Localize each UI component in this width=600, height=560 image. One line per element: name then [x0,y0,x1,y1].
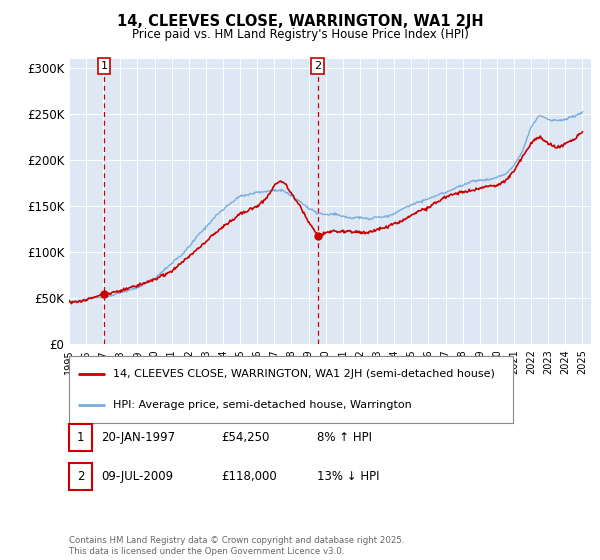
Text: 20-JAN-1997: 20-JAN-1997 [101,431,175,444]
Text: 14, CLEEVES CLOSE, WARRINGTON, WA1 2JH (semi-detached house): 14, CLEEVES CLOSE, WARRINGTON, WA1 2JH (… [113,368,495,379]
Text: 13% ↓ HPI: 13% ↓ HPI [317,470,379,483]
Text: £54,250: £54,250 [221,431,269,444]
Text: Contains HM Land Registry data © Crown copyright and database right 2025.
This d: Contains HM Land Registry data © Crown c… [69,536,404,556]
Text: 14, CLEEVES CLOSE, WARRINGTON, WA1 2JH: 14, CLEEVES CLOSE, WARRINGTON, WA1 2JH [116,14,484,29]
Text: 2: 2 [314,61,321,71]
Text: 1: 1 [77,431,84,444]
Text: 1: 1 [101,61,107,71]
Text: 8% ↑ HPI: 8% ↑ HPI [317,431,372,444]
Text: Price paid vs. HM Land Registry's House Price Index (HPI): Price paid vs. HM Land Registry's House … [131,28,469,41]
Text: 09-JUL-2009: 09-JUL-2009 [101,470,173,483]
Text: £118,000: £118,000 [221,470,277,483]
Text: HPI: Average price, semi-detached house, Warrington: HPI: Average price, semi-detached house,… [113,400,412,410]
Text: 2: 2 [77,470,84,483]
